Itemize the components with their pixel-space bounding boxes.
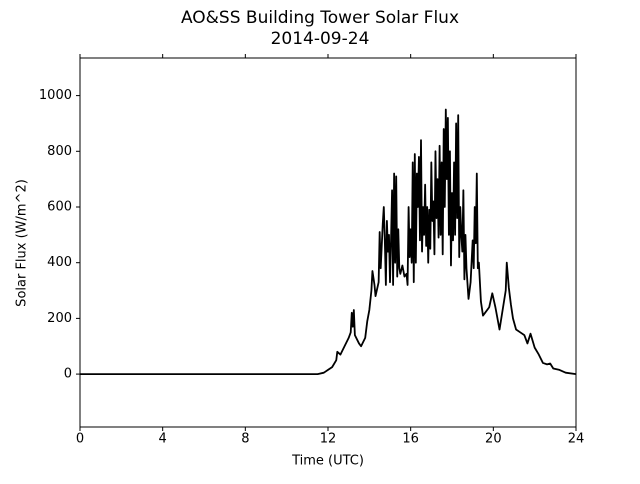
y-tick-label: 200 bbox=[47, 311, 72, 326]
x-tick-label: 16 bbox=[402, 432, 419, 447]
y-tick-label: 800 bbox=[47, 144, 72, 159]
chart-title: AO&SS Building Tower Solar Flux bbox=[181, 8, 459, 28]
x-tick-label: 0 bbox=[76, 432, 84, 447]
y-axis-label: Solar Flux (W/m^2) bbox=[15, 179, 30, 307]
y-tick-label: 400 bbox=[47, 255, 72, 270]
x-tick-label: 12 bbox=[320, 432, 337, 447]
y-tick-label: 0 bbox=[64, 367, 72, 382]
series-line bbox=[80, 108, 577, 375]
x-tick-label: 20 bbox=[485, 432, 502, 447]
x-tick-label: 24 bbox=[568, 432, 585, 447]
y-tick-label: 1000 bbox=[39, 88, 72, 103]
x-axis-label: Time (UTC) bbox=[291, 454, 364, 469]
y-tick-label: 600 bbox=[47, 199, 72, 214]
x-tick-label: 4 bbox=[159, 432, 167, 447]
x-tick-label: 8 bbox=[241, 432, 249, 447]
chart-subtitle: 2014-09-24 bbox=[271, 29, 370, 49]
